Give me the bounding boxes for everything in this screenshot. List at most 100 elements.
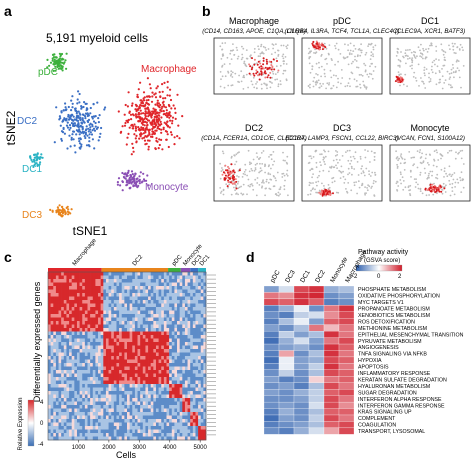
heatmap-cell xyxy=(129,352,133,357)
heatmap-cell xyxy=(132,314,136,318)
heatmap-cell xyxy=(61,426,65,430)
heatmap-cell xyxy=(142,387,146,392)
scatter-point xyxy=(121,180,124,184)
scatter-point xyxy=(78,92,81,96)
heatmap-cell xyxy=(113,412,117,416)
cell-point xyxy=(323,185,325,187)
heatmap-cell xyxy=(198,394,202,399)
heatmap-cell xyxy=(124,412,128,416)
heatmap-cell xyxy=(121,314,125,318)
heatmap-cell xyxy=(98,387,101,392)
heatmap-cell xyxy=(66,349,70,353)
heatmap-cell xyxy=(148,408,151,413)
heatmap-cell xyxy=(195,317,199,322)
heatmap-cell xyxy=(79,321,83,325)
heatmap-cell xyxy=(177,314,180,318)
cell-point xyxy=(444,186,446,188)
heatmap-cell xyxy=(124,384,128,388)
heatmap-cell xyxy=(103,275,107,280)
heatmap-cell xyxy=(92,324,96,329)
heatmap-cell xyxy=(161,377,165,381)
heatmap-cell xyxy=(92,394,96,399)
heatmap-cell xyxy=(198,303,202,308)
heatmap-cell xyxy=(84,331,88,336)
heatmap-cell xyxy=(69,349,72,353)
cell-point xyxy=(319,161,321,164)
heatmap-cell xyxy=(55,300,59,304)
heatmap-cell xyxy=(163,275,167,280)
heatmap-cell xyxy=(166,324,170,329)
scatter-point xyxy=(59,124,62,127)
heatmap-cell xyxy=(55,296,59,301)
heatmap-cell xyxy=(113,349,117,353)
heatmap-cell xyxy=(124,275,128,280)
scatter-point xyxy=(159,103,162,107)
heatmap-cell xyxy=(177,384,180,388)
cell-point xyxy=(353,78,356,81)
heatmap-cell xyxy=(92,303,96,308)
heatmap-cell xyxy=(74,359,78,364)
heatmap-cell xyxy=(119,370,123,374)
heatmap-cell xyxy=(134,349,138,353)
heatmap-cell xyxy=(116,373,120,378)
cell-point xyxy=(326,63,328,65)
scatter-point xyxy=(154,103,157,106)
heatmap-cell xyxy=(58,377,62,381)
heatmap-cell xyxy=(111,415,115,420)
heatmap-cell xyxy=(79,419,83,423)
heatmap-cell xyxy=(153,363,157,367)
heatmap-cell xyxy=(63,384,67,388)
heatmap-cell xyxy=(121,352,125,357)
cell-point xyxy=(252,76,255,79)
scatter-point xyxy=(86,112,89,115)
heatmap-cell xyxy=(127,310,130,315)
heatmap-cell xyxy=(148,338,151,343)
heatmap-cell xyxy=(116,370,120,374)
cell-point xyxy=(234,72,237,75)
heatmap-cell xyxy=(108,408,112,413)
cell-point xyxy=(349,162,351,165)
heatmap-cell xyxy=(105,419,109,423)
cell-point xyxy=(250,80,253,83)
heatmap-cell xyxy=(53,335,57,339)
heatmap-cell xyxy=(103,380,107,385)
heatmap-cell xyxy=(177,296,180,301)
heatmap-cell xyxy=(169,338,173,343)
heatmap-cell xyxy=(98,398,101,402)
heatmap-cell xyxy=(98,366,101,371)
cell-point xyxy=(418,85,420,87)
heatmap-cell xyxy=(134,394,138,399)
heatmap-cell xyxy=(184,377,188,381)
heatmap-cell xyxy=(66,282,70,287)
scatter-point xyxy=(69,115,72,118)
heatmap-cell xyxy=(166,286,170,290)
heatmap-cell xyxy=(134,272,138,276)
heatmap-cell xyxy=(171,289,175,294)
heatmap-cell xyxy=(79,342,83,346)
heatmap-cell xyxy=(111,377,115,381)
heatmap-cell xyxy=(169,394,173,399)
heatmap-cell xyxy=(71,324,75,329)
heatmap-cell xyxy=(153,317,157,322)
heatmap-cell xyxy=(61,338,65,343)
cell-point-high xyxy=(319,46,321,49)
heatmap-cell xyxy=(158,321,162,325)
heatmap-cell xyxy=(129,387,133,392)
cell-point xyxy=(433,150,436,153)
heatmap-cell xyxy=(61,324,65,329)
heatmap-cell xyxy=(76,349,80,353)
heatmap-cell xyxy=(192,275,196,280)
heatmap-cell xyxy=(74,279,78,283)
heatmap-cell xyxy=(121,300,125,304)
cell-point xyxy=(222,188,225,191)
heatmap-cell xyxy=(63,370,67,374)
cell-point xyxy=(435,83,438,86)
heatmap-cell xyxy=(74,345,78,350)
heatmap-cell xyxy=(58,275,62,280)
scatter-point xyxy=(30,158,33,161)
heatmap-cell xyxy=(82,286,86,290)
heatmap-cell xyxy=(121,419,125,423)
heatmap-cell xyxy=(148,310,151,315)
scatter-point xyxy=(144,135,147,138)
